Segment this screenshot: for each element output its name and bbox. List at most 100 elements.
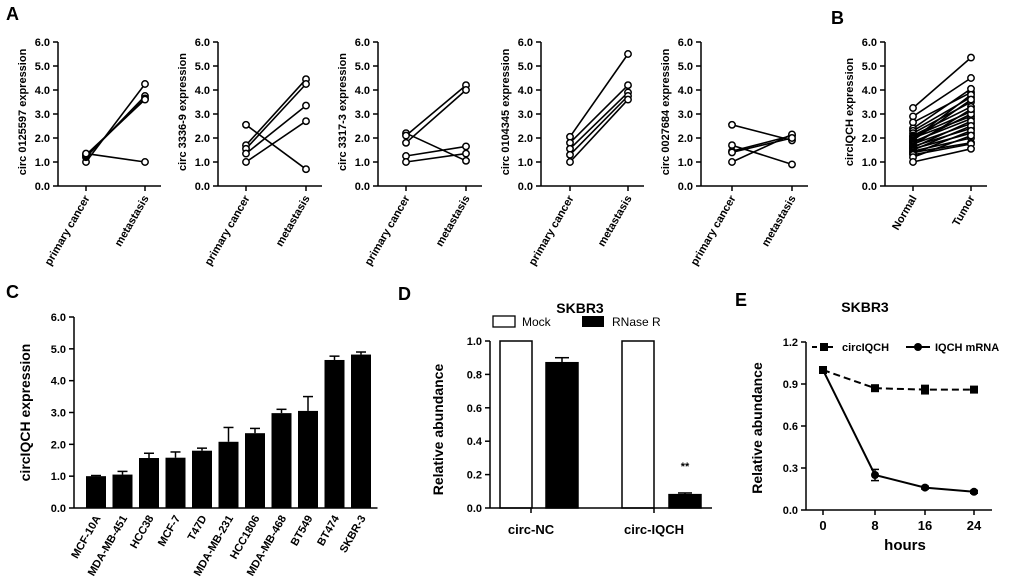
chart-c-y-tick-label: 0.0 (51, 503, 66, 515)
chart-a4-series-line (569, 95, 629, 156)
chart-a3-y-axis-label: circ 3317-3 expression (337, 53, 349, 171)
chart-c-bar (218, 441, 239, 508)
chart-c-y-tick-label: 6.0 (51, 312, 66, 324)
chart-e-point-circiqch (970, 385, 978, 394)
chart-a3-y-tick-label: 4.0 (355, 85, 370, 97)
chart-a4-point (624, 50, 632, 58)
chart-d-y-tick-label: 0.2 (467, 470, 482, 482)
chart-b-y-axis-label: circIQCH expression (844, 58, 856, 166)
panel-label-c: C (6, 282, 19, 302)
chart-d-y-tick-label: 0.0 (467, 503, 482, 515)
chart-b-series-line (912, 148, 972, 163)
chart-e-y-tick-label: 0.9 (783, 379, 798, 391)
chart-a5-y-tick-label: 6.0 (678, 37, 693, 49)
chart-a5-y-axis-label: circ 0027684 expression (660, 48, 672, 175)
chart-a4-point (624, 81, 632, 90)
chart-e-x-tick-label: 8 (871, 518, 878, 533)
chart-a5-y-tick-label: 2.0 (678, 133, 693, 145)
chart-a2-series-line (245, 78, 307, 146)
chart-a1-y-tick-label: 2.0 (35, 133, 50, 145)
chart-d-x-tick-label: circ-NC (508, 522, 555, 537)
chart-a4-y-tick-label: 3.0 (518, 109, 533, 121)
chart-e-y-tick-label: 0.3 (783, 463, 798, 475)
chart-a3-point (402, 138, 410, 147)
chart-a2-point (242, 149, 250, 158)
chart-b-y-tick-label: 2.0 (862, 133, 877, 145)
chart-b-y-tick-label: 3.0 (862, 109, 877, 121)
chart-a3-y-tick-label: 3.0 (355, 109, 370, 121)
chart-b-series-line (912, 56, 972, 109)
chart-e-point-circiqch (921, 385, 929, 394)
chart-d-y-tick-label: 0.6 (467, 403, 482, 415)
chart-b-y-tick-label: 0.0 (862, 181, 877, 193)
chart-a2-point (302, 101, 310, 110)
chart-a3-series-line (405, 145, 467, 157)
chart-a4-y-tick-label: 2.0 (518, 133, 533, 145)
panel-label-a: A (6, 4, 19, 24)
chart-e-y-tick-label: 1.2 (783, 337, 798, 349)
chart-a3-y-tick-label: 0.0 (355, 181, 370, 193)
chart-a4-y-axis-label: circ 0104345 expression (500, 48, 512, 175)
chart-a1-y-tick-label: 1.0 (35, 157, 50, 169)
chart-a3-point (462, 149, 470, 158)
chart-a1-y-tick-label: 6.0 (35, 37, 50, 49)
chart-b-y-tick-label: 5.0 (862, 61, 877, 73)
chart-e-legend-marker-mrna (914, 343, 922, 351)
chart-a3-point (462, 142, 470, 151)
chart-b-point (967, 74, 975, 82)
chart-c-y-axis-label: circIQCH expression (17, 344, 33, 482)
chart-c-bar (351, 354, 371, 508)
chart-a3-y-tick-label: 6.0 (355, 37, 370, 49)
chart-b-series-line (912, 120, 972, 149)
chart-a4-series-line (569, 91, 629, 150)
chart-a5-point (728, 120, 736, 129)
chart-a4-series-line (569, 84, 629, 144)
chart-e-x-tick-label: 0 (819, 518, 826, 533)
chart-a2-series-line (245, 120, 307, 163)
chart-a5-point (728, 158, 736, 166)
chart-c-y-tick-label: 3.0 (51, 408, 66, 420)
chart-e-title: SKBR3 (841, 299, 889, 315)
chart-a1-y-tick-label: 5.0 (35, 61, 50, 73)
chart-b-series-line (912, 134, 972, 158)
chart-d-significance: ** (681, 461, 690, 473)
chart-a1-x-tick-label: metastasis (113, 194, 152, 249)
chart-a5-x-tick-label: primary cancer (689, 193, 739, 268)
chart-b-series-line (912, 91, 972, 124)
chart-c-bar (324, 359, 345, 508)
chart-b-series-line (912, 98, 972, 142)
chart-a1-point (141, 95, 149, 104)
chart-a4-series-line (569, 99, 629, 163)
chart-a1-y-tick-label: 0.0 (35, 181, 50, 193)
chart-a2-point (302, 117, 310, 126)
chart-a3-y-tick-label: 1.0 (355, 157, 370, 169)
chart-c-bar (298, 410, 318, 508)
chart-e-line-iqch-mrna (822, 369, 975, 493)
chart-a2-point (242, 158, 250, 166)
chart-a4-series-line (569, 53, 629, 138)
chart-a3-point (462, 86, 470, 94)
chart-c-bar (192, 450, 212, 508)
chart-a4-point (566, 158, 574, 166)
chart-a4-point (624, 95, 632, 104)
chart-d-legend-label: Mock (522, 315, 552, 329)
chart-a3-x-tick-label: metastasis (434, 194, 473, 249)
chart-c-y-tick-label: 4.0 (51, 376, 66, 388)
chart-a5-point (728, 148, 736, 157)
chart-a5-point (788, 134, 796, 142)
chart-a2-series-line (245, 124, 307, 170)
chart-c-y-tick-label: 2.0 (51, 439, 66, 451)
chart-b-point (909, 158, 917, 166)
chart-d-x-tick-label: circ-IQCH (624, 522, 684, 537)
chart-e-point-iqch-mrna (871, 471, 879, 479)
chart-b-series-line (912, 108, 972, 146)
chart-a3-y-tick-label: 5.0 (355, 61, 370, 73)
chart-c-bar (271, 413, 292, 508)
chart-c-y-tick-label: 1.0 (51, 471, 66, 483)
chart-a3-y-tick-label: 2.0 (355, 133, 370, 145)
chart-a2-point (302, 80, 310, 88)
chart-a4-y-tick-label: 5.0 (518, 61, 533, 73)
chart-b-x-tick-label: Tumor (951, 193, 978, 229)
chart-a3-series-line (405, 132, 467, 162)
